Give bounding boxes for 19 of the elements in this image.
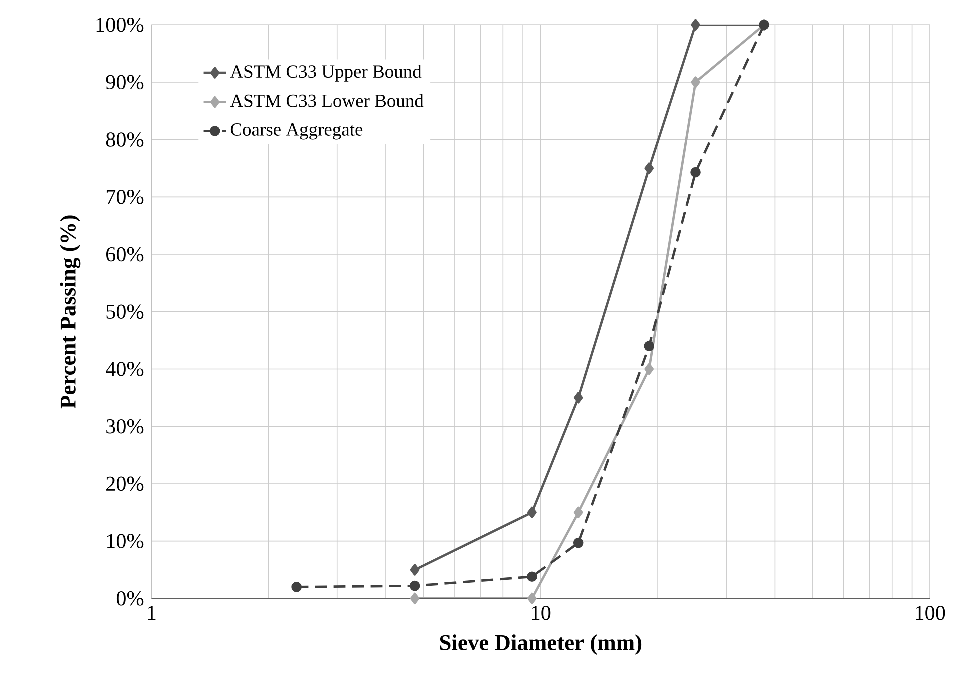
y-tick-label: 10% [107, 534, 144, 549]
y-tick-label: 100% [96, 18, 144, 32]
y-tick-label: 20% [106, 476, 144, 492]
y-tick-label: 50% [106, 304, 144, 320]
y-axis-title: Percent Passing (%) [60, 216, 81, 409]
y-tick-label: 0% [116, 592, 144, 606]
y-tick-label: 40% [106, 362, 144, 376]
x-tick-label: 1 [148, 606, 156, 620]
y-tick-label: 80% [106, 132, 144, 148]
y-tick-label: 70% [106, 190, 144, 204]
y-tick-label: 30% [106, 420, 144, 434]
y-tick-label: 60% [106, 247, 144, 262]
legend-label: ASTM C33 Lower Bound [230, 94, 424, 108]
x-tick-label: 10 [532, 606, 551, 620]
legend-label: ASTM C33 Upper Bound [230, 65, 422, 82]
x-tick-label: 100 [916, 606, 946, 620]
legend-label: Coarse Aggregate [230, 124, 363, 140]
x-axis-title: Sieve Diameter (mm) [440, 634, 642, 656]
y-tick-label: 90% [106, 75, 144, 90]
